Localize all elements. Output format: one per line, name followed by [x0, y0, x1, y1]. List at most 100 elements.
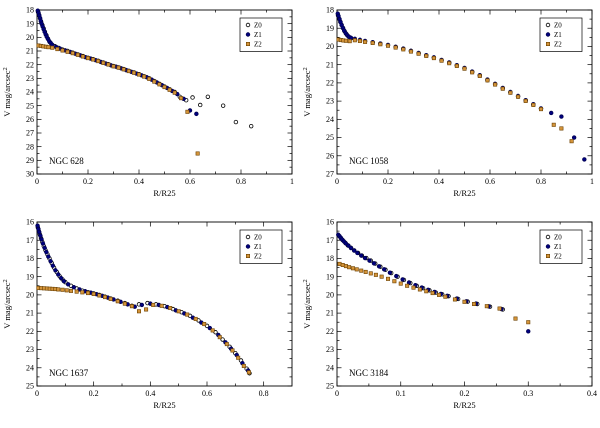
y-tick-label: 27 — [26, 129, 34, 138]
data-point-Z2 — [439, 58, 444, 63]
data-point-Z2 — [172, 90, 177, 95]
data-point-Z2 — [551, 122, 556, 127]
y-tick-label: 22 — [26, 327, 34, 336]
data-point-Z2 — [398, 281, 403, 286]
data-point-Z2 — [350, 266, 355, 271]
data-point-Z1 — [48, 258, 53, 264]
data-point-Z2 — [523, 98, 528, 103]
legend-label-Z0: Z0 — [254, 233, 262, 241]
y-tick-label: 23 — [26, 74, 34, 83]
y-tick-label: 21 — [326, 60, 334, 69]
data-point-Z1 — [38, 233, 43, 238]
x-tick-label: 1 — [290, 177, 294, 186]
data-point-Z2 — [142, 74, 147, 79]
x-tick-label: 0.2 — [460, 389, 470, 398]
legend-label-Z2: Z2 — [554, 40, 562, 48]
data-point-Z1 — [42, 245, 47, 251]
data-point-Z1 — [346, 243, 351, 248]
y-tick-label: 18 — [326, 6, 334, 15]
data-point-Z2 — [411, 285, 416, 290]
data-point-Z2 — [508, 90, 513, 95]
data-point-Z1 — [582, 157, 587, 162]
data-point-Z2 — [147, 76, 152, 81]
data-point-Z2 — [91, 291, 96, 296]
y-axis-label: V mag/arcsec2 — [302, 67, 312, 117]
y-tick-label: 30 — [26, 170, 34, 179]
data-point-Z2 — [357, 38, 362, 43]
x-axis-label: R/R25 — [453, 400, 475, 410]
legend-label-Z2: Z2 — [254, 252, 262, 260]
y-tick-label: 29 — [26, 156, 34, 165]
data-point-Z2 — [122, 301, 127, 306]
data-point-Z1 — [571, 135, 577, 140]
data-point-Z2 — [477, 73, 482, 78]
legend-label-Z0: Z0 — [254, 21, 262, 29]
data-point-Z1 — [376, 264, 382, 269]
data-point-Z2 — [417, 287, 422, 292]
data-point-Z2 — [246, 370, 251, 375]
legend-label-Z1: Z1 — [554, 243, 562, 251]
y-tick-label: 18 — [326, 254, 334, 263]
y-tick-label: 21 — [326, 309, 334, 318]
data-point-Z1 — [39, 237, 44, 242]
data-point-Z1 — [40, 241, 46, 246]
y-tick-label: 21 — [26, 309, 34, 318]
x-tick-label: 0.3 — [523, 389, 533, 398]
y-axis-label: V mag/arcsec2 — [302, 279, 312, 329]
data-point-Z1 — [406, 280, 412, 285]
data-point-Z2 — [91, 57, 96, 62]
data-point-Z2 — [424, 53, 429, 58]
data-point-Z2 — [126, 69, 131, 74]
data-point-Z2 — [50, 45, 55, 50]
x-tick-label: 0.4 — [434, 177, 444, 186]
data-point-Z2 — [195, 151, 200, 156]
x-axis-label: R/R25 — [453, 188, 475, 198]
panel-title: NGC 1637 — [49, 368, 89, 378]
data-point-Z2 — [152, 79, 157, 84]
data-point-Z2 — [56, 287, 61, 292]
data-point-Z2 — [202, 322, 207, 327]
y-tick-label: 25 — [26, 101, 34, 110]
x-tick-label: 1 — [590, 177, 594, 186]
x-tick-label: 0 — [35, 177, 39, 186]
y-tick-label: 25 — [326, 382, 334, 391]
data-point-Z1 — [58, 275, 64, 281]
x-tick-label: 0.4 — [145, 389, 155, 398]
data-point-Z2 — [151, 302, 156, 307]
data-point-Z2 — [121, 67, 126, 72]
data-point-Z2 — [60, 287, 65, 292]
y-tick-label: 21 — [26, 47, 34, 56]
legend-marker-Z1 — [245, 244, 251, 249]
data-point-Z1 — [400, 277, 405, 282]
x-tick-label: 0.8 — [259, 389, 269, 398]
data-point-Z1 — [139, 302, 145, 308]
legend-label-Z1: Z1 — [254, 31, 262, 39]
panel-title: NGC 628 — [49, 156, 84, 166]
y-tick-label: 23 — [326, 97, 334, 106]
data-point-Z2 — [347, 39, 352, 44]
data-point-Z1 — [559, 114, 564, 119]
y-tick-label: 19 — [326, 24, 334, 33]
data-point-Z2 — [408, 49, 413, 54]
data-point-Z2 — [454, 63, 459, 68]
data-point-Z1 — [53, 268, 58, 273]
data-point-Z1 — [387, 270, 393, 275]
y-tick-label: 27 — [326, 170, 334, 179]
chart-panel-ngc-1637: 0 0.2 0.4 0.6 0.8 16 17 18 19 20 21 22 23 24 25 R/R25 V … — [0, 212, 300, 423]
data-point-Z2 — [236, 355, 241, 360]
data-point-Z2 — [80, 54, 85, 59]
data-point-Z1 — [65, 282, 71, 287]
x-tick-label: 0.2 — [83, 177, 93, 186]
data-point-Z2 — [176, 309, 181, 314]
data-point-Z2 — [359, 268, 364, 273]
data-point-Z2 — [162, 85, 167, 90]
data-point-Z2 — [424, 289, 429, 294]
x-tick-label: 0.1 — [396, 389, 406, 398]
data-point-Z1 — [394, 273, 399, 279]
data-point-Z2 — [167, 87, 172, 92]
y-tick-label: 24 — [26, 363, 34, 372]
y-tick-label: 18 — [26, 254, 34, 263]
legend-marker-Z0 — [245, 22, 251, 28]
data-point-Z2 — [108, 296, 113, 301]
data-point-Z2 — [379, 274, 384, 279]
